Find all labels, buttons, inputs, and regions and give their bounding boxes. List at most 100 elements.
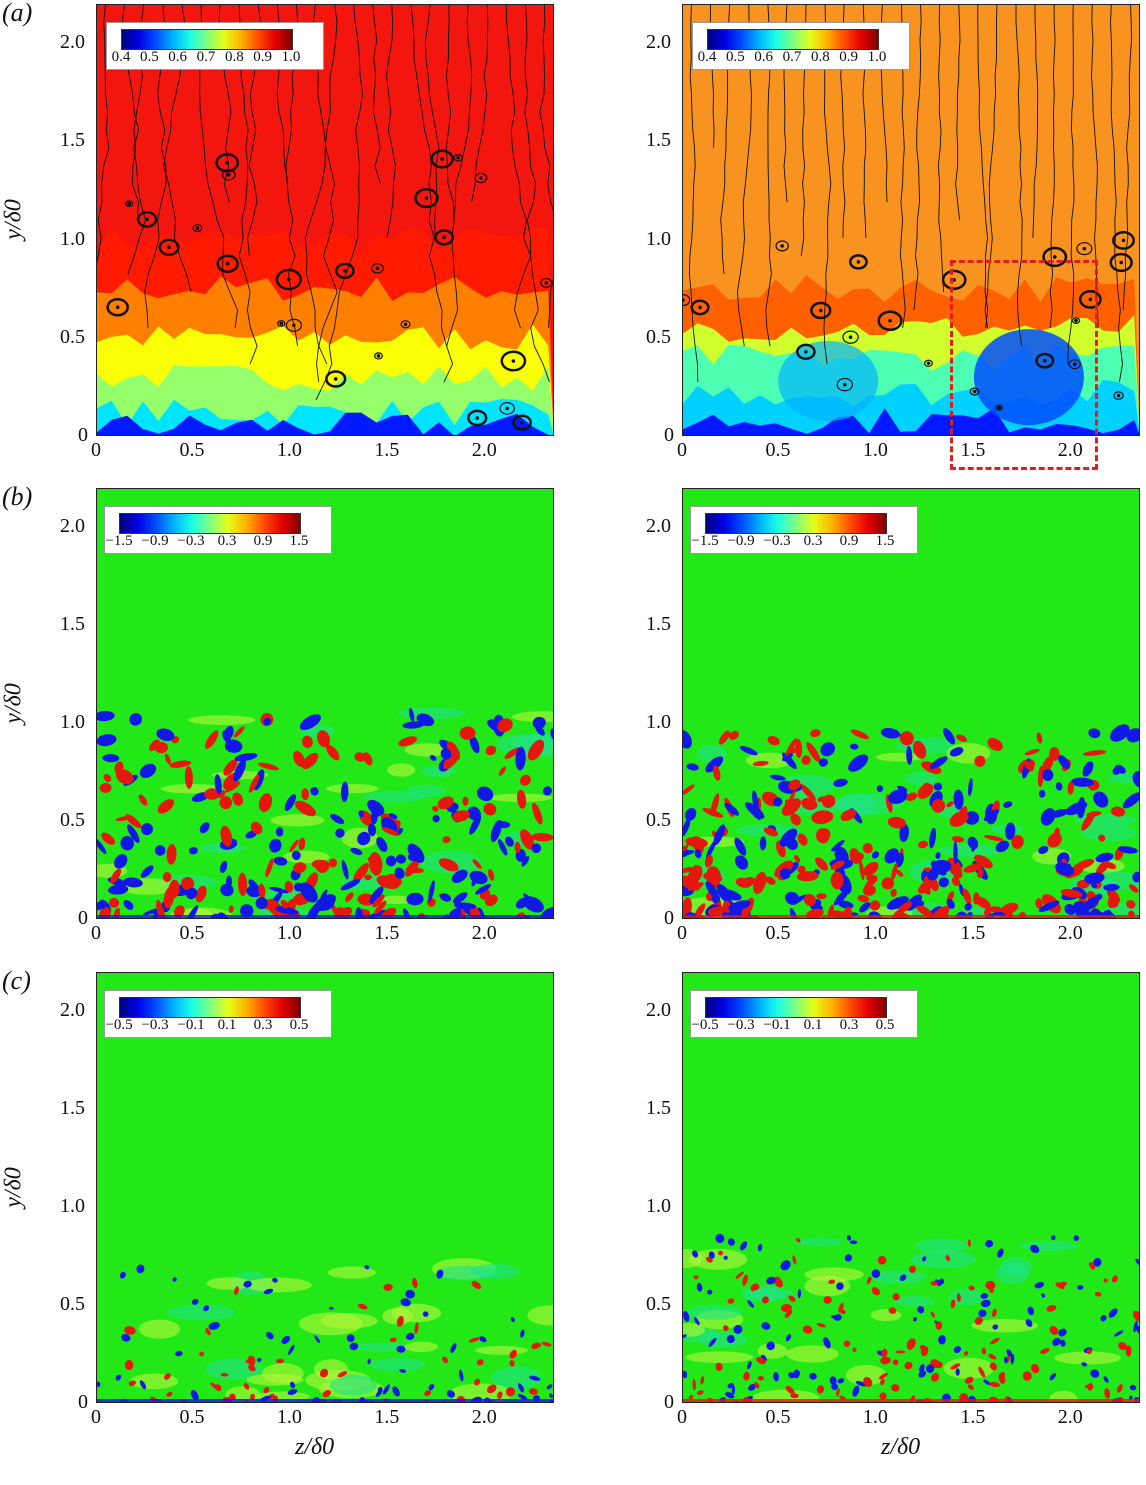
fluctuation-blob bbox=[731, 1385, 736, 1395]
vortex bbox=[335, 262, 355, 280]
fluctuation-blob bbox=[761, 1322, 771, 1330]
fluctuation-blob bbox=[469, 870, 488, 885]
fluctuation-blob bbox=[1084, 1384, 1090, 1389]
fluctuation-blob bbox=[1111, 1275, 1118, 1283]
fluctuation-blob bbox=[476, 786, 494, 802]
vortex bbox=[1071, 317, 1081, 325]
fluctuation-blob bbox=[185, 905, 199, 919]
streamline bbox=[984, 4, 998, 329]
vortex-center bbox=[972, 389, 977, 394]
fluctuation-blob bbox=[830, 871, 844, 890]
fluctuation-blob bbox=[1084, 872, 1105, 884]
colorbar-tick-label: −0.3 bbox=[141, 1017, 169, 1033]
fluctuation-blob bbox=[1049, 747, 1060, 761]
fluctuation-blob bbox=[980, 1299, 991, 1308]
fluctuation-blob bbox=[791, 894, 807, 905]
fluctuation-blob bbox=[715, 1233, 725, 1243]
vortex-center bbox=[1116, 393, 1121, 398]
fluctuation-blob bbox=[1093, 791, 1109, 808]
fluctuation-blob bbox=[849, 848, 861, 865]
y-axis-label: y/δ0 bbox=[0, 1166, 27, 1208]
vortex bbox=[325, 370, 347, 388]
vortex bbox=[277, 320, 286, 327]
fluctuation-blob bbox=[319, 1368, 329, 1378]
fluctuation-blob bbox=[1129, 1395, 1133, 1400]
fluctuation-blob bbox=[995, 840, 1010, 853]
turbulent-haze bbox=[915, 1238, 969, 1254]
fluctuation-blob bbox=[400, 1298, 411, 1307]
fluctuation-blob bbox=[1046, 1305, 1057, 1312]
colorbar-tick-label: 0.7 bbox=[782, 49, 802, 65]
x-tick-label: 0 bbox=[677, 439, 687, 461]
fluctuation-blob bbox=[1088, 1262, 1096, 1270]
fluctuation-blob bbox=[1088, 728, 1101, 739]
vortex bbox=[374, 352, 383, 360]
turbulent-haze bbox=[326, 783, 379, 794]
fluctuation-blob bbox=[452, 810, 470, 822]
turbulent-haze bbox=[379, 895, 413, 905]
fluctuation-blob bbox=[1034, 1281, 1045, 1289]
vortex-center bbox=[818, 308, 823, 313]
fluctuation-blob bbox=[751, 1283, 760, 1291]
vortex bbox=[796, 343, 816, 360]
vortex bbox=[512, 414, 532, 431]
fluctuation-blob bbox=[266, 899, 284, 918]
vortex-center bbox=[1072, 362, 1077, 367]
vortex bbox=[192, 224, 203, 233]
turbulent-haze bbox=[407, 784, 446, 798]
fluctuation-blob bbox=[157, 799, 175, 814]
fluctuation-blob bbox=[172, 1277, 177, 1282]
turbulent-haze bbox=[527, 1305, 554, 1326]
vortex bbox=[849, 254, 868, 270]
streamline bbox=[445, 4, 458, 347]
fluctuation-blob bbox=[823, 1337, 831, 1349]
vortex bbox=[540, 277, 553, 288]
fluctuation-blob bbox=[436, 1269, 444, 1279]
fluctuation-blob bbox=[428, 880, 435, 902]
streamline bbox=[96, 4, 110, 293]
fluctuation-blob bbox=[707, 1289, 713, 1295]
fluctuation-blob bbox=[742, 1274, 748, 1286]
fluctuation-blob bbox=[849, 1240, 858, 1245]
fluctuation-blob bbox=[483, 803, 497, 816]
fluctuation-blob bbox=[1118, 846, 1138, 854]
fluctuation-blob bbox=[232, 792, 244, 806]
y-tick-label: 2.0 bbox=[60, 999, 85, 1022]
colorbar-tick-label: 1.5 bbox=[289, 533, 309, 549]
fluctuation-blob bbox=[906, 745, 913, 766]
fluctuation-blob bbox=[1129, 1384, 1137, 1391]
fluctuation-blob bbox=[263, 1387, 270, 1394]
streamline bbox=[315, 4, 364, 401]
x-tick-label: 2.0 bbox=[1057, 439, 1083, 461]
fluctuation-blob bbox=[549, 1393, 553, 1398]
fluctuation-blob bbox=[395, 854, 407, 864]
fluctuation-blob bbox=[440, 748, 452, 760]
fluctuation-blob bbox=[184, 766, 193, 789]
colorbar-tick-label: 1.0 bbox=[867, 49, 887, 65]
fluctuation-blob bbox=[1030, 1244, 1040, 1254]
fluctuation-blob bbox=[953, 841, 958, 865]
y-tick-label: 0.5 bbox=[646, 325, 671, 348]
x-tick-label: 2.0 bbox=[471, 1406, 497, 1428]
fluctuation-blob bbox=[101, 832, 115, 845]
fluctuation-blob bbox=[472, 859, 482, 869]
wall-strip bbox=[682, 1399, 1140, 1403]
fluctuation-blob bbox=[243, 1383, 250, 1390]
fluctuation-blob bbox=[459, 726, 476, 740]
x-tick-label: 1.0 bbox=[862, 1406, 888, 1428]
fluctuation-blob bbox=[188, 847, 198, 855]
fluctuation-blob bbox=[820, 742, 835, 757]
fluctuation-blob bbox=[335, 828, 345, 838]
vortex bbox=[1035, 352, 1055, 369]
fluctuation-blob bbox=[759, 836, 767, 851]
fluctuation-blob bbox=[705, 756, 724, 773]
fluctuation-blob bbox=[780, 1260, 791, 1271]
fluctuation-blob bbox=[880, 728, 901, 739]
streamline bbox=[453, 4, 473, 221]
vortex-center bbox=[333, 377, 338, 381]
fluctuation-blob bbox=[795, 739, 803, 759]
vortex bbox=[371, 263, 384, 274]
fluctuation-blob bbox=[315, 859, 330, 873]
fluctuation-blob bbox=[416, 713, 435, 727]
fluctuation-blob bbox=[1113, 1330, 1124, 1337]
